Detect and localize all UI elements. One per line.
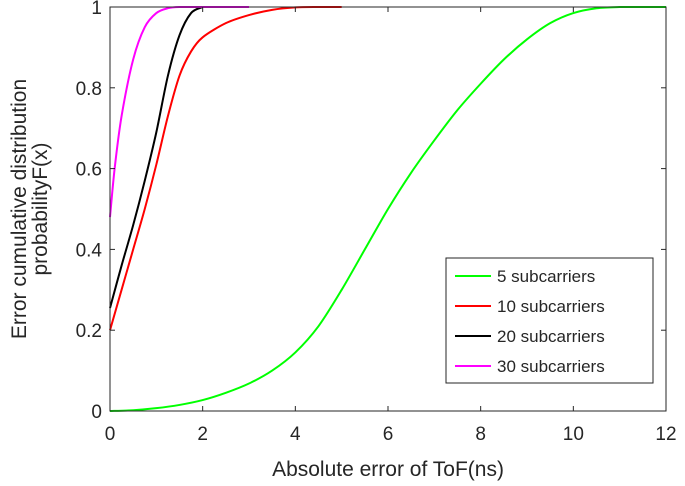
y-axis-label: Error cumulative distribution probabilit…	[8, 79, 52, 339]
x-tick-label: 10	[563, 424, 584, 445]
y-axis-label-line-2: probabilityF(x)	[29, 142, 52, 275]
tick-layer: 0 2 4 6 8 10 12 0 0.2 0.4 0.6 0.8 1	[76, 0, 677, 445]
legend-box	[445, 257, 654, 384]
y-tick-label: 0.2	[76, 321, 102, 342]
x-tick-label: 2	[197, 424, 208, 445]
x-tick-label: 4	[290, 424, 301, 445]
x-tick-label: 8	[475, 424, 486, 445]
y-tick-label: 0	[91, 402, 102, 423]
series-line-2	[109, 6, 342, 331]
legend: 5 subcarriers 10 subcarriers 20 subcarrier…	[445, 257, 654, 384]
y-axis-label-line-1: Error cumulative distribution	[8, 79, 31, 339]
x-tick-label: 12	[655, 424, 676, 445]
x-axis-label: Absolute error of ToF(ns)	[272, 458, 504, 481]
y-tick-label: 0.8	[76, 79, 102, 100]
y-tick-label: 0.6	[76, 160, 102, 181]
y-tick-label: 1	[91, 0, 102, 19]
legend-label-4: 30 subcarriers	[497, 357, 605, 376]
series-line-1	[109, 6, 666, 412]
legend-label-2: 10 subcarriers	[497, 297, 605, 316]
legend-label-1: 5 subcarriers	[497, 267, 595, 286]
y-tick-label: 0.4	[76, 240, 103, 261]
series-line-3	[109, 6, 204, 309]
x-tick-label: 6	[383, 424, 394, 445]
x-tick-label: 0	[105, 424, 116, 445]
legend-label-3: 20 subcarriers	[497, 327, 605, 346]
